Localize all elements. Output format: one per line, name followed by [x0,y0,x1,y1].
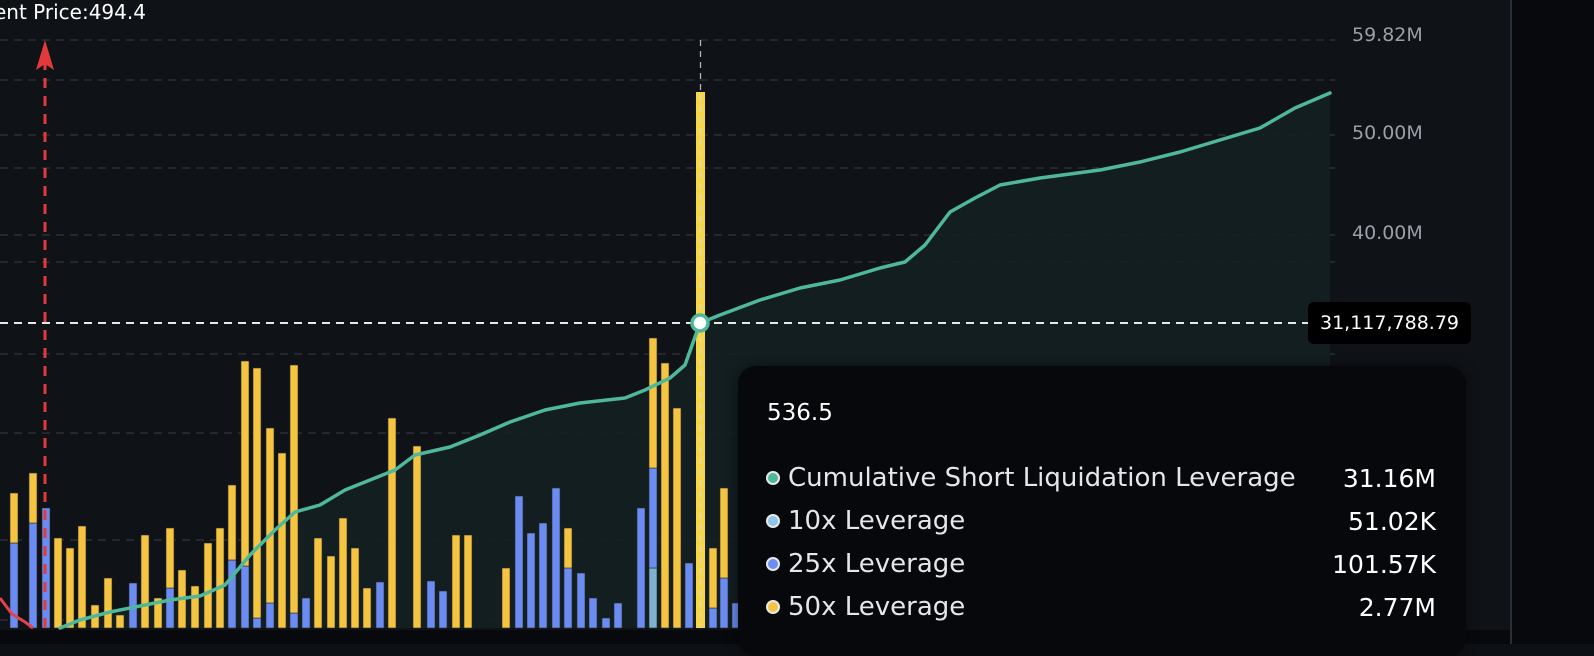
y-tick-label: 59.82M [1352,24,1423,46]
tooltip-row-25x: 25x Leverage 101.57K [766,544,1436,584]
chart-tooltip: 536.5 Cumulative Short Liquidation Lever… [738,366,1466,656]
tooltip-price: 536.5 [767,400,833,426]
side-panel-edge [1510,0,1594,644]
current-price-label: ent Price:494.4 [0,0,146,24]
crosshair-value-badge: 31,117,788.79 [1308,302,1472,344]
legend-dot-icon [766,557,780,571]
y-tick-label: 50.00M [1352,122,1423,144]
y-tick-label: 40.00M [1352,222,1423,244]
tooltip-row-cumulative: Cumulative Short Liquidation Leverage 31… [766,458,1436,498]
legend-dot-icon [766,600,780,614]
legend-dot-icon [766,471,780,485]
tooltip-row-10x: 10x Leverage 51.02K [766,501,1436,541]
tooltip-row-50x: 50x Leverage 2.77M [766,587,1436,627]
legend-dot-icon [766,514,780,528]
